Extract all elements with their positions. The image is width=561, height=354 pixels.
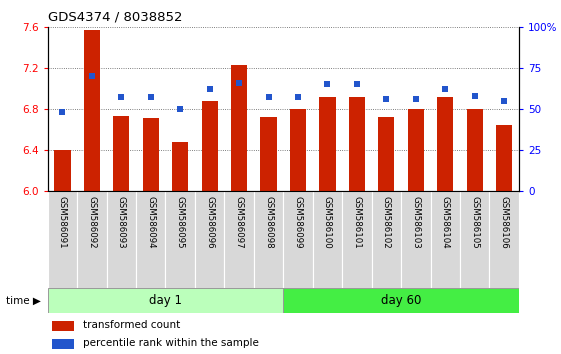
- Bar: [260, 117, 277, 191]
- Text: transformed count: transformed count: [83, 320, 180, 330]
- Text: GSM586095: GSM586095: [176, 196, 185, 249]
- Point: [58, 109, 67, 115]
- Bar: [313, 191, 342, 289]
- Text: percentile rank within the sample: percentile rank within the sample: [83, 338, 259, 348]
- Text: GSM586102: GSM586102: [382, 196, 391, 249]
- Text: day 1: day 1: [149, 294, 182, 307]
- Bar: [48, 288, 283, 313]
- Bar: [107, 191, 136, 289]
- Text: GSM586098: GSM586098: [264, 196, 273, 249]
- Bar: [48, 191, 77, 289]
- Bar: [283, 191, 313, 289]
- Text: time ▶: time ▶: [6, 296, 40, 306]
- Point: [146, 95, 155, 100]
- Point: [234, 80, 243, 85]
- Text: GSM586104: GSM586104: [441, 196, 450, 249]
- Point: [293, 95, 302, 100]
- Text: GSM586093: GSM586093: [117, 196, 126, 249]
- Point: [264, 95, 273, 100]
- Bar: [431, 191, 460, 289]
- Bar: [224, 191, 254, 289]
- Bar: [378, 117, 394, 191]
- Bar: [54, 150, 71, 191]
- Text: GSM586092: GSM586092: [88, 196, 96, 249]
- Text: GDS4374 / 8038852: GDS4374 / 8038852: [48, 10, 182, 23]
- Point: [500, 98, 509, 103]
- Bar: [437, 97, 453, 191]
- Bar: [460, 191, 489, 289]
- Bar: [113, 116, 130, 191]
- Point: [323, 81, 332, 87]
- Text: GSM586103: GSM586103: [411, 196, 420, 249]
- Text: GSM586094: GSM586094: [146, 196, 155, 249]
- Text: GSM586101: GSM586101: [352, 196, 361, 249]
- Text: GSM586106: GSM586106: [500, 196, 509, 249]
- Bar: [467, 109, 483, 191]
- Text: GSM586100: GSM586100: [323, 196, 332, 249]
- Text: GSM586097: GSM586097: [234, 196, 243, 249]
- Bar: [52, 339, 73, 349]
- Bar: [77, 191, 107, 289]
- Bar: [231, 65, 247, 191]
- Text: GSM586105: GSM586105: [470, 196, 479, 249]
- Point: [88, 73, 96, 79]
- Point: [382, 96, 391, 102]
- Point: [352, 81, 361, 87]
- Bar: [496, 125, 512, 191]
- Bar: [349, 97, 365, 191]
- Bar: [371, 191, 401, 289]
- Bar: [52, 321, 73, 331]
- Point: [441, 86, 450, 92]
- Bar: [283, 288, 519, 313]
- Bar: [136, 191, 165, 289]
- Bar: [401, 191, 431, 289]
- Point: [117, 95, 126, 100]
- Point: [411, 96, 420, 102]
- Bar: [84, 30, 100, 191]
- Bar: [342, 191, 371, 289]
- Bar: [172, 142, 188, 191]
- Text: day 60: day 60: [381, 294, 421, 307]
- Bar: [290, 109, 306, 191]
- Bar: [319, 97, 335, 191]
- Text: GSM586091: GSM586091: [58, 196, 67, 249]
- Bar: [254, 191, 283, 289]
- Bar: [142, 118, 159, 191]
- Point: [470, 93, 479, 98]
- Bar: [489, 191, 519, 289]
- Point: [205, 86, 214, 92]
- Bar: [408, 109, 424, 191]
- Bar: [201, 101, 218, 191]
- Bar: [165, 191, 195, 289]
- Point: [176, 106, 185, 112]
- Text: GSM586096: GSM586096: [205, 196, 214, 249]
- Bar: [195, 191, 224, 289]
- Text: GSM586099: GSM586099: [293, 196, 302, 249]
